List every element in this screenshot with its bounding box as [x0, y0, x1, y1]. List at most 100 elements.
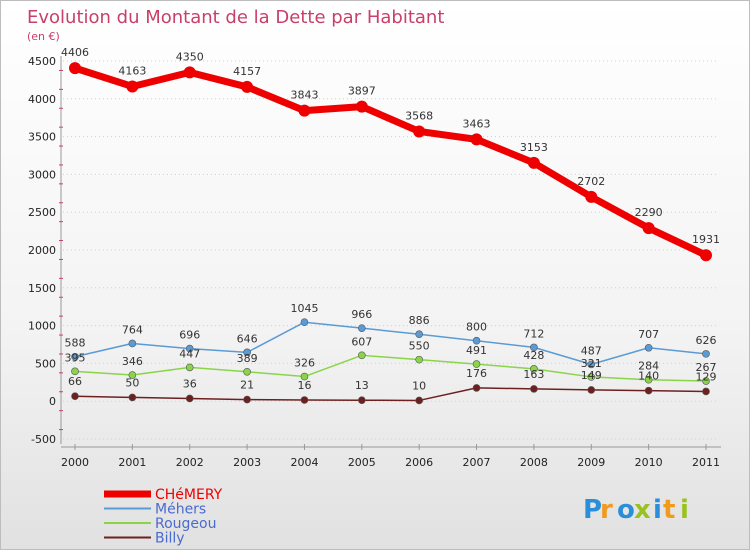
data-label: 36 — [183, 377, 197, 390]
data-label: 800 — [466, 321, 487, 334]
data-label: 129 — [696, 370, 717, 383]
data-point — [128, 393, 137, 402]
data-label: 696 — [179, 329, 200, 342]
logo-letter: r — [600, 495, 613, 525]
data-point — [358, 351, 366, 360]
data-label: 2290 — [635, 206, 663, 219]
data-label: 149 — [581, 369, 602, 382]
data-label: 176 — [466, 367, 487, 380]
data-label: 16 — [297, 379, 311, 392]
data-label: 284 — [638, 360, 659, 373]
data-point — [69, 62, 81, 75]
data-point — [415, 396, 423, 405]
data-label: 428 — [523, 349, 544, 362]
data-point — [587, 373, 596, 381]
data-point — [241, 80, 254, 93]
x-tick-label: 2002 — [176, 456, 204, 469]
logo-letter: i — [680, 495, 689, 525]
x-tick-label: 2009 — [577, 456, 605, 469]
data-point — [185, 363, 194, 372]
data-labels: 4406 4163 4350 4157 3843 3897 3568 3463 3153 2702… — [61, 46, 720, 392]
legend-label: CHéMERY — [155, 487, 223, 503]
data-point — [71, 392, 79, 401]
data-label: 1931 — [692, 233, 720, 246]
series-line — [74, 387, 707, 402]
proxiti-logo: Pr o x i t i — [583, 495, 689, 525]
data-point — [530, 365, 538, 373]
data-label: 3568 — [405, 109, 433, 122]
data-label: 10 — [412, 379, 426, 392]
data-label: 3153 — [520, 141, 548, 154]
data-label: 13 — [355, 379, 369, 392]
data-point — [183, 66, 196, 79]
data-point — [71, 352, 79, 361]
data-label: 491 — [466, 344, 487, 357]
data-point — [470, 133, 483, 146]
data-label: 607 — [351, 335, 372, 348]
data-label: 326 — [294, 357, 315, 370]
data-point — [702, 350, 710, 358]
y-tick-label: 1500 — [28, 282, 56, 295]
data-label: 764 — [122, 323, 143, 336]
data-point — [587, 360, 596, 369]
data-label: 66 — [68, 375, 82, 388]
data-point — [71, 367, 79, 376]
data-point — [527, 156, 540, 169]
axes: -500 0 500 1000 1500 2000 2500 3000 3500 4000 4500… — [28, 55, 721, 469]
y-tick-label: -500 — [31, 433, 56, 446]
data-label: 321 — [581, 357, 602, 370]
data-point — [702, 377, 710, 385]
data-label: 966 — [351, 308, 372, 321]
x-tick-label: 2000 — [61, 456, 89, 469]
logo-letter: t — [663, 495, 675, 525]
data-point — [415, 355, 423, 364]
data-label: 163 — [523, 368, 544, 381]
data-label: 886 — [409, 314, 430, 327]
data-point — [128, 339, 137, 348]
data-label: 4350 — [176, 50, 204, 63]
legend-label: Billy — [155, 531, 185, 547]
data-label: 626 — [696, 334, 717, 347]
data-point — [472, 384, 481, 392]
data-point — [185, 394, 194, 403]
y-tick-label: 4500 — [28, 55, 56, 68]
data-point — [530, 385, 538, 393]
data-label: 2702 — [577, 175, 605, 188]
y-tick-label: 0 — [49, 395, 56, 408]
data-label: 346 — [122, 355, 143, 368]
x-tick-label: 2010 — [635, 456, 663, 469]
logo-letter: P — [583, 495, 602, 525]
y-tick-label: 3000 — [28, 168, 56, 181]
data-label: 487 — [581, 344, 602, 357]
data-point — [243, 367, 251, 376]
data-label: 3843 — [290, 89, 318, 102]
data-point — [644, 386, 653, 395]
y-tick-label: 3500 — [28, 131, 56, 144]
data-point — [415, 330, 423, 339]
data-label: 267 — [696, 361, 717, 374]
data-point — [358, 324, 366, 332]
x-tick-label: 2003 — [233, 456, 261, 469]
data-label: 4157 — [233, 65, 261, 78]
data-label: 3897 — [348, 85, 376, 98]
series-layer — [69, 62, 712, 405]
data-point — [243, 348, 251, 357]
x-tick-label: 2005 — [348, 456, 376, 469]
data-label: 50 — [125, 376, 139, 389]
data-point — [700, 249, 712, 262]
logo-letter: x — [634, 495, 651, 525]
data-point — [702, 387, 710, 396]
data-label: 646 — [237, 332, 258, 345]
series-line — [74, 354, 707, 382]
legend-label: Méhers — [155, 502, 206, 518]
data-point — [472, 360, 481, 368]
data-label: 712 — [523, 327, 544, 340]
series-line — [73, 64, 708, 259]
data-label: 550 — [409, 340, 430, 353]
data-label: 4163 — [118, 64, 146, 77]
chart-subtitle: (en €) — [27, 30, 60, 43]
data-label: 588 — [65, 337, 86, 350]
